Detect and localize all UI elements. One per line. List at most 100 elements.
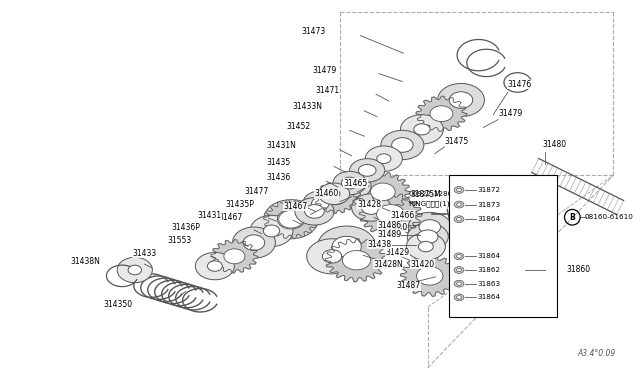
Text: 31479: 31479	[498, 109, 522, 118]
Text: 31553: 31553	[167, 236, 191, 245]
Ellipse shape	[349, 158, 385, 182]
Ellipse shape	[336, 173, 371, 199]
Ellipse shape	[303, 191, 338, 216]
Text: 31460: 31460	[314, 189, 339, 198]
Ellipse shape	[454, 267, 464, 273]
Ellipse shape	[243, 235, 265, 250]
Ellipse shape	[326, 191, 346, 205]
Text: 31431: 31431	[198, 211, 221, 220]
Ellipse shape	[456, 188, 461, 192]
Text: 31431N: 31431N	[266, 141, 296, 150]
Ellipse shape	[438, 83, 484, 117]
Text: 31438N: 31438N	[71, 257, 100, 266]
Ellipse shape	[456, 218, 461, 221]
Ellipse shape	[224, 249, 245, 264]
Text: 31862: 31862	[477, 267, 500, 273]
Ellipse shape	[232, 227, 275, 258]
Polygon shape	[355, 172, 410, 211]
Text: 31467: 31467	[218, 213, 242, 222]
Ellipse shape	[305, 205, 324, 218]
Text: 31433: 31433	[132, 249, 156, 258]
Polygon shape	[401, 256, 459, 296]
Ellipse shape	[454, 253, 464, 260]
Text: 31489: 31489	[377, 230, 401, 239]
Ellipse shape	[264, 200, 318, 239]
Text: 31471: 31471	[316, 86, 340, 95]
Text: B: B	[570, 213, 575, 222]
Text: 31420: 31420	[410, 260, 435, 269]
Ellipse shape	[419, 220, 440, 234]
Text: 31872: 31872	[477, 187, 500, 193]
Text: 31864: 31864	[477, 294, 500, 300]
Ellipse shape	[207, 261, 222, 271]
Ellipse shape	[312, 197, 329, 210]
Ellipse shape	[263, 225, 280, 237]
Ellipse shape	[381, 130, 424, 160]
Ellipse shape	[377, 154, 391, 163]
Ellipse shape	[407, 223, 448, 250]
Ellipse shape	[345, 180, 362, 192]
Text: 31473: 31473	[301, 27, 325, 36]
Text: 31433N: 31433N	[292, 102, 323, 111]
Text: 31466: 31466	[390, 211, 415, 220]
Ellipse shape	[318, 183, 349, 205]
Polygon shape	[416, 96, 467, 131]
Ellipse shape	[328, 190, 340, 198]
Ellipse shape	[342, 251, 371, 270]
Ellipse shape	[351, 194, 390, 221]
Ellipse shape	[365, 146, 403, 171]
Text: 31476: 31476	[508, 80, 532, 89]
Ellipse shape	[128, 265, 141, 275]
Text: 31467: 31467	[284, 202, 307, 211]
Polygon shape	[211, 240, 258, 273]
Ellipse shape	[358, 164, 376, 176]
Text: 31435: 31435	[267, 158, 291, 167]
Text: 31429: 31429	[386, 248, 410, 257]
Text: 31452: 31452	[287, 122, 310, 131]
Ellipse shape	[376, 205, 404, 224]
Ellipse shape	[454, 294, 464, 301]
Text: 31428N: 31428N	[373, 260, 403, 269]
Ellipse shape	[456, 254, 461, 258]
Ellipse shape	[371, 183, 395, 201]
Text: 31875M: 31875M	[410, 190, 441, 199]
Text: 31873: 31873	[477, 202, 500, 208]
Ellipse shape	[332, 236, 362, 257]
Text: 31864: 31864	[477, 253, 500, 259]
Ellipse shape	[295, 198, 334, 225]
Ellipse shape	[392, 138, 413, 152]
Ellipse shape	[413, 124, 430, 135]
Text: 31435P: 31435P	[225, 200, 254, 209]
Ellipse shape	[401, 115, 444, 144]
Text: 31863: 31863	[477, 280, 500, 287]
Text: 31436P: 31436P	[172, 224, 200, 232]
Polygon shape	[264, 200, 318, 239]
Ellipse shape	[250, 215, 293, 247]
Ellipse shape	[449, 92, 473, 108]
Text: 31438: 31438	[367, 240, 391, 249]
Ellipse shape	[279, 211, 303, 228]
Text: 31440: 31440	[384, 222, 408, 231]
Text: 31480: 31480	[542, 140, 566, 148]
Text: 31486: 31486	[377, 221, 401, 230]
Ellipse shape	[406, 233, 445, 260]
Text: A3.4°0.09: A3.4°0.09	[577, 349, 615, 358]
Text: 31436: 31436	[267, 173, 291, 182]
Text: 31465: 31465	[344, 179, 368, 187]
Ellipse shape	[456, 203, 461, 206]
Ellipse shape	[419, 241, 433, 252]
Ellipse shape	[307, 239, 358, 274]
Ellipse shape	[323, 250, 342, 263]
Ellipse shape	[341, 177, 358, 189]
Ellipse shape	[333, 171, 366, 195]
Text: RINGリング(1): RINGリング(1)	[408, 200, 450, 207]
Ellipse shape	[417, 267, 443, 285]
Text: 31487: 31487	[397, 281, 420, 290]
Ellipse shape	[417, 230, 438, 244]
Text: 31475: 31475	[444, 137, 468, 145]
Ellipse shape	[317, 226, 376, 267]
Text: 31477: 31477	[244, 187, 269, 196]
Ellipse shape	[456, 268, 461, 272]
Ellipse shape	[454, 201, 464, 208]
Ellipse shape	[430, 106, 453, 122]
